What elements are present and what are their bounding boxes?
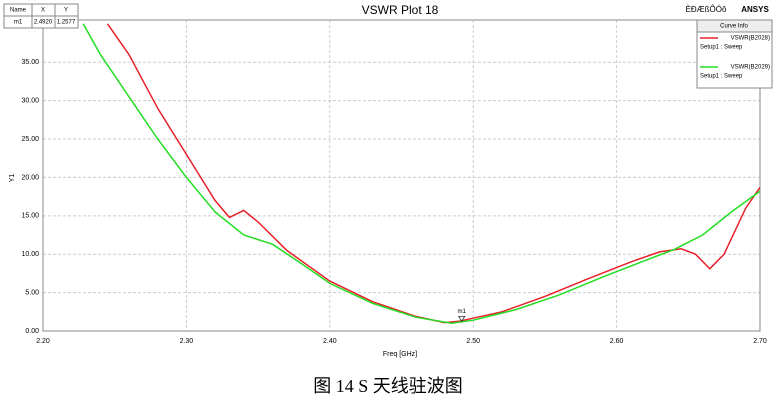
brand-code: ÈÐÆßÔÓô [686,5,727,14]
table-cell: 2.4920 [34,20,53,26]
marker [458,315,466,323]
y-tick-label: 0.00 [25,328,39,335]
legend-title: Curve Info [720,24,748,30]
y-tick-label: 30.00 [21,97,39,104]
y-tick-label: 10.00 [21,251,39,258]
x-axis-label: Freq [GHz] [383,351,417,358]
legend-label: VSWR(B2028) [731,36,770,42]
table-cell: 1.2577 [57,20,76,26]
x-tick-label: 2.30 [180,338,194,345]
legend-setup: Setup1 : Sweep [700,45,743,51]
x-tick-label: 2.70 [753,338,767,345]
legend-setup: Setup1 : Sweep [700,74,743,80]
table-header: X [41,8,45,14]
marker-label: m1 [458,309,467,315]
x-tick-label: 2.20 [36,338,50,345]
x-tick-label: 2.60 [610,338,624,345]
brand: ANSYS [741,5,769,14]
y-tick-label: 20.00 [21,174,39,181]
y-tick-label: 35.00 [21,59,39,66]
series-line [82,23,760,325]
chart-title: VSWR Plot 18 [362,3,439,17]
y-tick-label: 5.00 [25,289,39,296]
plot-frame [42,19,761,332]
series-line [106,23,760,324]
x-tick-label: 2.50 [466,338,480,345]
legend: Curve Info VSWR(B2028) Setup1 : Sweep VSWR… [696,19,773,89]
y-axis-label: Y1 [9,174,16,183]
marker-table: Name X Y m1 2.4920 1.2577 [3,3,79,29]
legend-label: VSWR(B2029) [731,65,770,71]
y-tick-label: 25.00 [21,136,39,143]
table-header: Y [64,8,68,14]
y-tick-label: 15.00 [21,213,39,220]
x-tick-label: 2.40 [323,338,337,345]
table-cell: m1 [14,20,23,26]
caption: 图 14 S 天线驻波图 [313,376,463,396]
table-header: Name [10,8,27,14]
